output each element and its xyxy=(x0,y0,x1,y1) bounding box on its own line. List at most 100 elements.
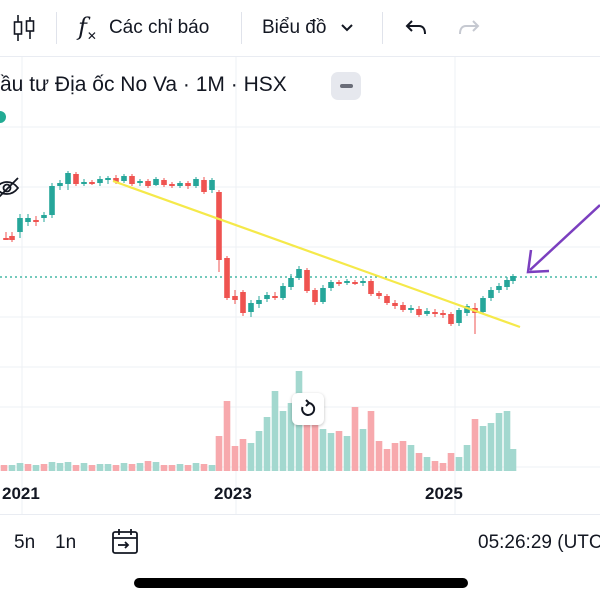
volume-bar xyxy=(351,407,359,471)
top-toolbar: f ✕ Các chỉ báo Biểu đồ xyxy=(0,0,600,56)
goto-date-icon[interactable] xyxy=(110,527,140,562)
candle-body xyxy=(137,181,143,183)
x-tick-label: 2021 xyxy=(2,484,40,503)
volume-bar xyxy=(223,401,231,471)
volume-bar xyxy=(239,439,247,471)
volume-bar xyxy=(231,446,239,471)
volume-bar xyxy=(327,433,335,471)
volume-bar xyxy=(271,391,279,471)
candle-body xyxy=(448,314,454,324)
candle-body xyxy=(240,292,246,313)
candle-body xyxy=(376,293,382,296)
candle-body xyxy=(153,179,159,185)
volume-bar xyxy=(88,465,96,471)
bottom-divider xyxy=(0,514,600,515)
candle-body xyxy=(113,178,119,182)
candle-body xyxy=(510,276,516,281)
volume-bar xyxy=(136,463,144,471)
symbol-title[interactable]: ầu tư Địa ốc No Va · 1M · HSX xyxy=(0,73,287,96)
toolbar-divider xyxy=(0,56,600,57)
candle-body xyxy=(344,281,350,283)
fx-icon-sub: ✕ xyxy=(86,29,97,43)
candle-body xyxy=(320,288,326,302)
candle-body xyxy=(17,218,23,232)
volume-bar xyxy=(479,426,487,471)
redo-button[interactable] xyxy=(457,0,481,56)
candle-body xyxy=(3,238,9,240)
x-tick-label: 2023 xyxy=(214,484,252,503)
candle-body xyxy=(73,174,79,184)
toolbar-separator xyxy=(56,12,57,44)
volume-bar xyxy=(375,441,383,471)
volume-bar xyxy=(509,449,517,471)
candle-body xyxy=(408,308,414,310)
range-5y-button[interactable]: 5n xyxy=(14,532,36,553)
volume-bar xyxy=(120,463,128,471)
candle-body xyxy=(416,309,422,315)
reset-chart-button[interactable] xyxy=(292,393,324,425)
volume-bar xyxy=(279,411,287,471)
volume-bar xyxy=(152,462,160,471)
candle-body xyxy=(57,183,63,186)
candle-body xyxy=(272,296,278,298)
candle-body xyxy=(360,281,366,283)
price-chart[interactable] xyxy=(0,57,600,514)
volume-bar xyxy=(359,429,367,471)
candles-icon[interactable] xyxy=(12,0,36,56)
candle-body xyxy=(496,286,502,290)
volume-bar xyxy=(487,423,495,471)
clock-readout[interactable]: 05:26:29 (UTC xyxy=(478,532,600,553)
range-1y-button[interactable]: 1n xyxy=(55,532,77,553)
candle-body xyxy=(328,282,334,288)
collapse-legend-button[interactable] xyxy=(331,72,361,100)
candle-body xyxy=(288,278,294,287)
volume-bar xyxy=(407,445,415,471)
volume-bar xyxy=(367,411,375,471)
volume-bar xyxy=(40,464,48,471)
volume-bar xyxy=(200,464,208,471)
candle-body xyxy=(145,181,151,186)
annotation-arrow xyxy=(526,204,600,274)
candle-body xyxy=(89,182,95,184)
candle-body xyxy=(312,290,318,302)
candle-body xyxy=(456,310,462,323)
volume-bar xyxy=(208,465,216,471)
volume-bar xyxy=(423,457,431,471)
x-tick-label: 2025 xyxy=(425,484,463,503)
volume-bar xyxy=(263,417,271,471)
candle-body xyxy=(185,183,191,186)
candle-body xyxy=(121,176,127,181)
volume-bar xyxy=(160,465,168,471)
volume-bar xyxy=(343,436,351,471)
candle-body xyxy=(232,296,238,300)
home-indicator xyxy=(134,578,468,588)
chart-type-button[interactable]: Biểu đồ xyxy=(262,0,354,56)
candle-body xyxy=(440,313,446,315)
volume-bar xyxy=(96,464,104,471)
volume-bar xyxy=(48,462,56,471)
candle-body xyxy=(33,220,39,222)
volume-bar xyxy=(184,465,192,471)
candle-body xyxy=(264,295,270,299)
volume-bar xyxy=(112,465,120,471)
volume-bar xyxy=(495,413,503,471)
hide-drawings-icon xyxy=(0,177,20,198)
candle-body xyxy=(193,179,199,186)
volume-bar xyxy=(64,462,72,471)
volume-bar xyxy=(383,449,391,471)
candle-body xyxy=(336,282,342,284)
candle-body xyxy=(201,180,207,192)
candle-body xyxy=(9,236,15,240)
candle-body xyxy=(224,258,230,298)
candle-body xyxy=(352,282,358,284)
undo-button[interactable] xyxy=(404,0,428,56)
undo-icon xyxy=(405,20,426,35)
indicators-button[interactable]: f ✕ Các chỉ báo xyxy=(78,0,209,56)
candle-body xyxy=(41,215,47,218)
candle-body xyxy=(65,173,71,184)
trendline xyxy=(112,179,521,329)
volume-bars xyxy=(0,371,517,471)
volume-bar xyxy=(431,461,439,471)
candle-body xyxy=(280,286,286,298)
volume-bar xyxy=(104,464,112,471)
